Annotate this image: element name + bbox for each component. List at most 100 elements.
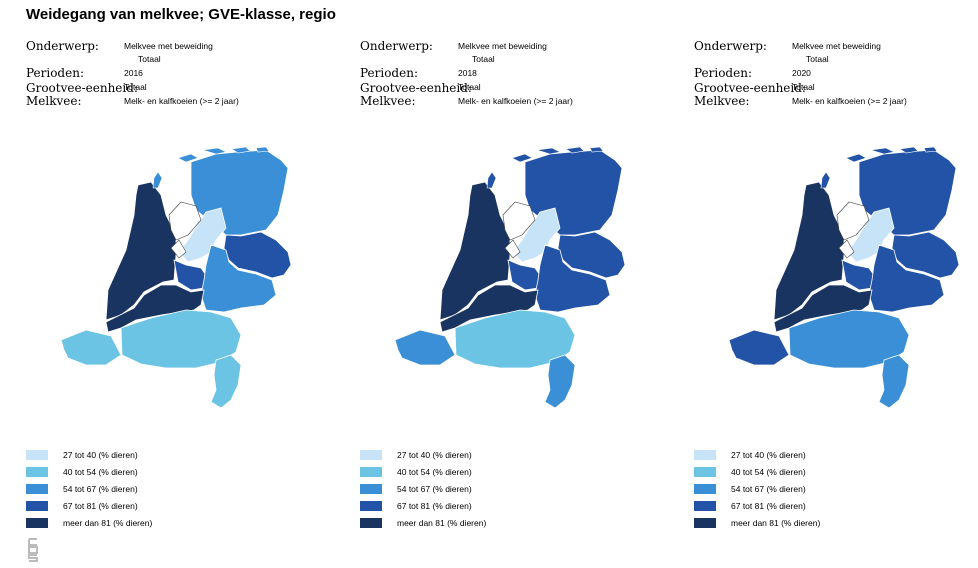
region-zuidholland [105,284,205,333]
map-svg [394,146,626,409]
perioden-label: Perioden: [694,66,752,80]
netherlands-map [26,140,352,420]
legend-label: 40 tot 54 (% dieren) [397,467,472,477]
legend-swatch [694,484,716,494]
grootvee-value: Totaal [792,82,815,92]
region-gelderland [868,244,945,313]
legend-swatch [26,518,48,528]
legend-swatch [26,467,48,477]
legend-label: 67 tot 81 (% dieren) [397,501,472,511]
legend-swatch [26,450,48,460]
grootvee-label: Grootvee-eenheid: [26,81,138,95]
legend-swatch [360,450,382,460]
perioden-value: 2020 [792,68,811,78]
legend-swatch [694,501,716,511]
netherlands-map [360,140,686,420]
legend-item: meer dan 81 (% dieren) [360,516,560,530]
onderwerp-sub-value: Totaal [472,54,495,64]
region-gelderland [200,244,277,313]
map-panel-2020: Onderwerp: Perioden: Grootvee-eenheid: Melk… [694,0,978,566]
melkvee-value: Melk- en kalfkoeien (>= 2 jaar) [792,96,907,106]
region-zeeland [728,329,790,366]
onderwerp-label: Onderwerp: [694,39,767,53]
melkvee-value: Melk- en kalfkoeien (>= 2 jaar) [124,96,239,106]
perioden-label: Perioden: [360,66,418,80]
region-zuidholland [773,284,873,333]
legend-item: 67 tot 81 (% dieren) [26,499,226,513]
melkvee-label: Melkvee: [694,94,750,108]
onderwerp-label: Onderwerp: [360,39,433,53]
legend-swatch [694,467,716,477]
region-noordholland [773,181,845,321]
region-flevo [178,207,227,263]
onderwerp-sub-value: Totaal [138,54,161,64]
region-overijssel [557,231,626,279]
legend-swatch [360,467,382,477]
onderwerp-value: Melkvee met beweiding [792,41,881,51]
map-panel-2016: Onderwerp: Perioden: Grootvee-eenheid: Melk… [26,0,352,566]
lake-ijsselmeer [836,201,870,259]
legend-item: 40 tot 54 (% dieren) [360,465,560,479]
region-flevo [512,207,561,263]
legend-label: 27 tot 40 (% dieren) [731,450,806,460]
region-zuidholland [439,284,539,333]
map-svg [60,146,292,409]
legend-label: 54 tot 67 (% dieren) [397,484,472,494]
onderwerp-label: Onderwerp: [26,39,99,53]
map-panel-2018: Onderwerp: Perioden: Grootvee-eenheid: Melk… [360,0,686,566]
cbs-logo-icon [26,537,44,563]
legend-label: 27 tot 40 (% dieren) [63,450,138,460]
legend-label: 27 tot 40 (% dieren) [397,450,472,460]
region-limburg [210,354,242,409]
grootvee-label: Grootvee-eenheid: [694,81,806,95]
legend-item: 54 tot 67 (% dieren) [694,482,894,496]
perioden-value: 2016 [124,68,143,78]
legend-item: 40 tot 54 (% dieren) [26,465,226,479]
perioden-label: Perioden: [26,66,84,80]
region-flevo [846,207,895,263]
region-zeeland [60,329,122,366]
legend-swatch [694,518,716,528]
legend-label: meer dan 81 (% dieren) [397,518,487,528]
legend-item: 27 tot 40 (% dieren) [26,448,226,462]
legend-swatch [26,484,48,494]
lake-ijsselmeer [502,201,536,259]
legend-swatch [26,501,48,511]
region-overijssel [891,231,960,279]
map-svg [728,146,960,409]
legend-swatch [694,450,716,460]
legend-item: 40 tot 54 (% dieren) [694,465,894,479]
legend-label: 54 tot 67 (% dieren) [63,484,138,494]
region-brabant [120,309,242,369]
region-noordholland [439,181,511,321]
legend-item: 54 tot 67 (% dieren) [26,482,226,496]
netherlands-map [694,140,978,420]
melkvee-value: Melk- en kalfkoeien (>= 2 jaar) [458,96,573,106]
melkvee-label: Melkvee: [360,94,416,108]
onderwerp-sub-value: Totaal [806,54,829,64]
grootvee-label: Grootvee-eenheid: [360,81,472,95]
legend-item: 27 tot 40 (% dieren) [360,448,560,462]
region-limburg [544,354,576,409]
melkvee-label: Melkvee: [26,94,82,108]
region-zeeland [394,329,456,366]
legend-label: 67 tot 81 (% dieren) [731,501,806,511]
legend-swatch [360,484,382,494]
legend-item: 27 tot 40 (% dieren) [694,448,894,462]
grootvee-value: Totaal [124,82,147,92]
legend-label: 40 tot 54 (% dieren) [63,467,138,477]
legend-swatch [360,518,382,528]
lake-ijsselmeer [168,201,202,259]
region-noordholland [105,181,177,321]
grootvee-value: Totaal [458,82,481,92]
page-title: Weidegang van melkvee; GVE-klasse, regio [26,6,336,23]
region-brabant [454,309,576,369]
onderwerp-value: Melkvee met beweiding [124,41,213,51]
legend-swatch [360,501,382,511]
legend-item: meer dan 81 (% dieren) [26,516,226,530]
wadden-islands [152,146,270,189]
legend-item: 54 tot 67 (% dieren) [360,482,560,496]
region-gelderland [534,244,611,313]
legend-item: 67 tot 81 (% dieren) [360,499,560,513]
legend-label: 54 tot 67 (% dieren) [731,484,806,494]
